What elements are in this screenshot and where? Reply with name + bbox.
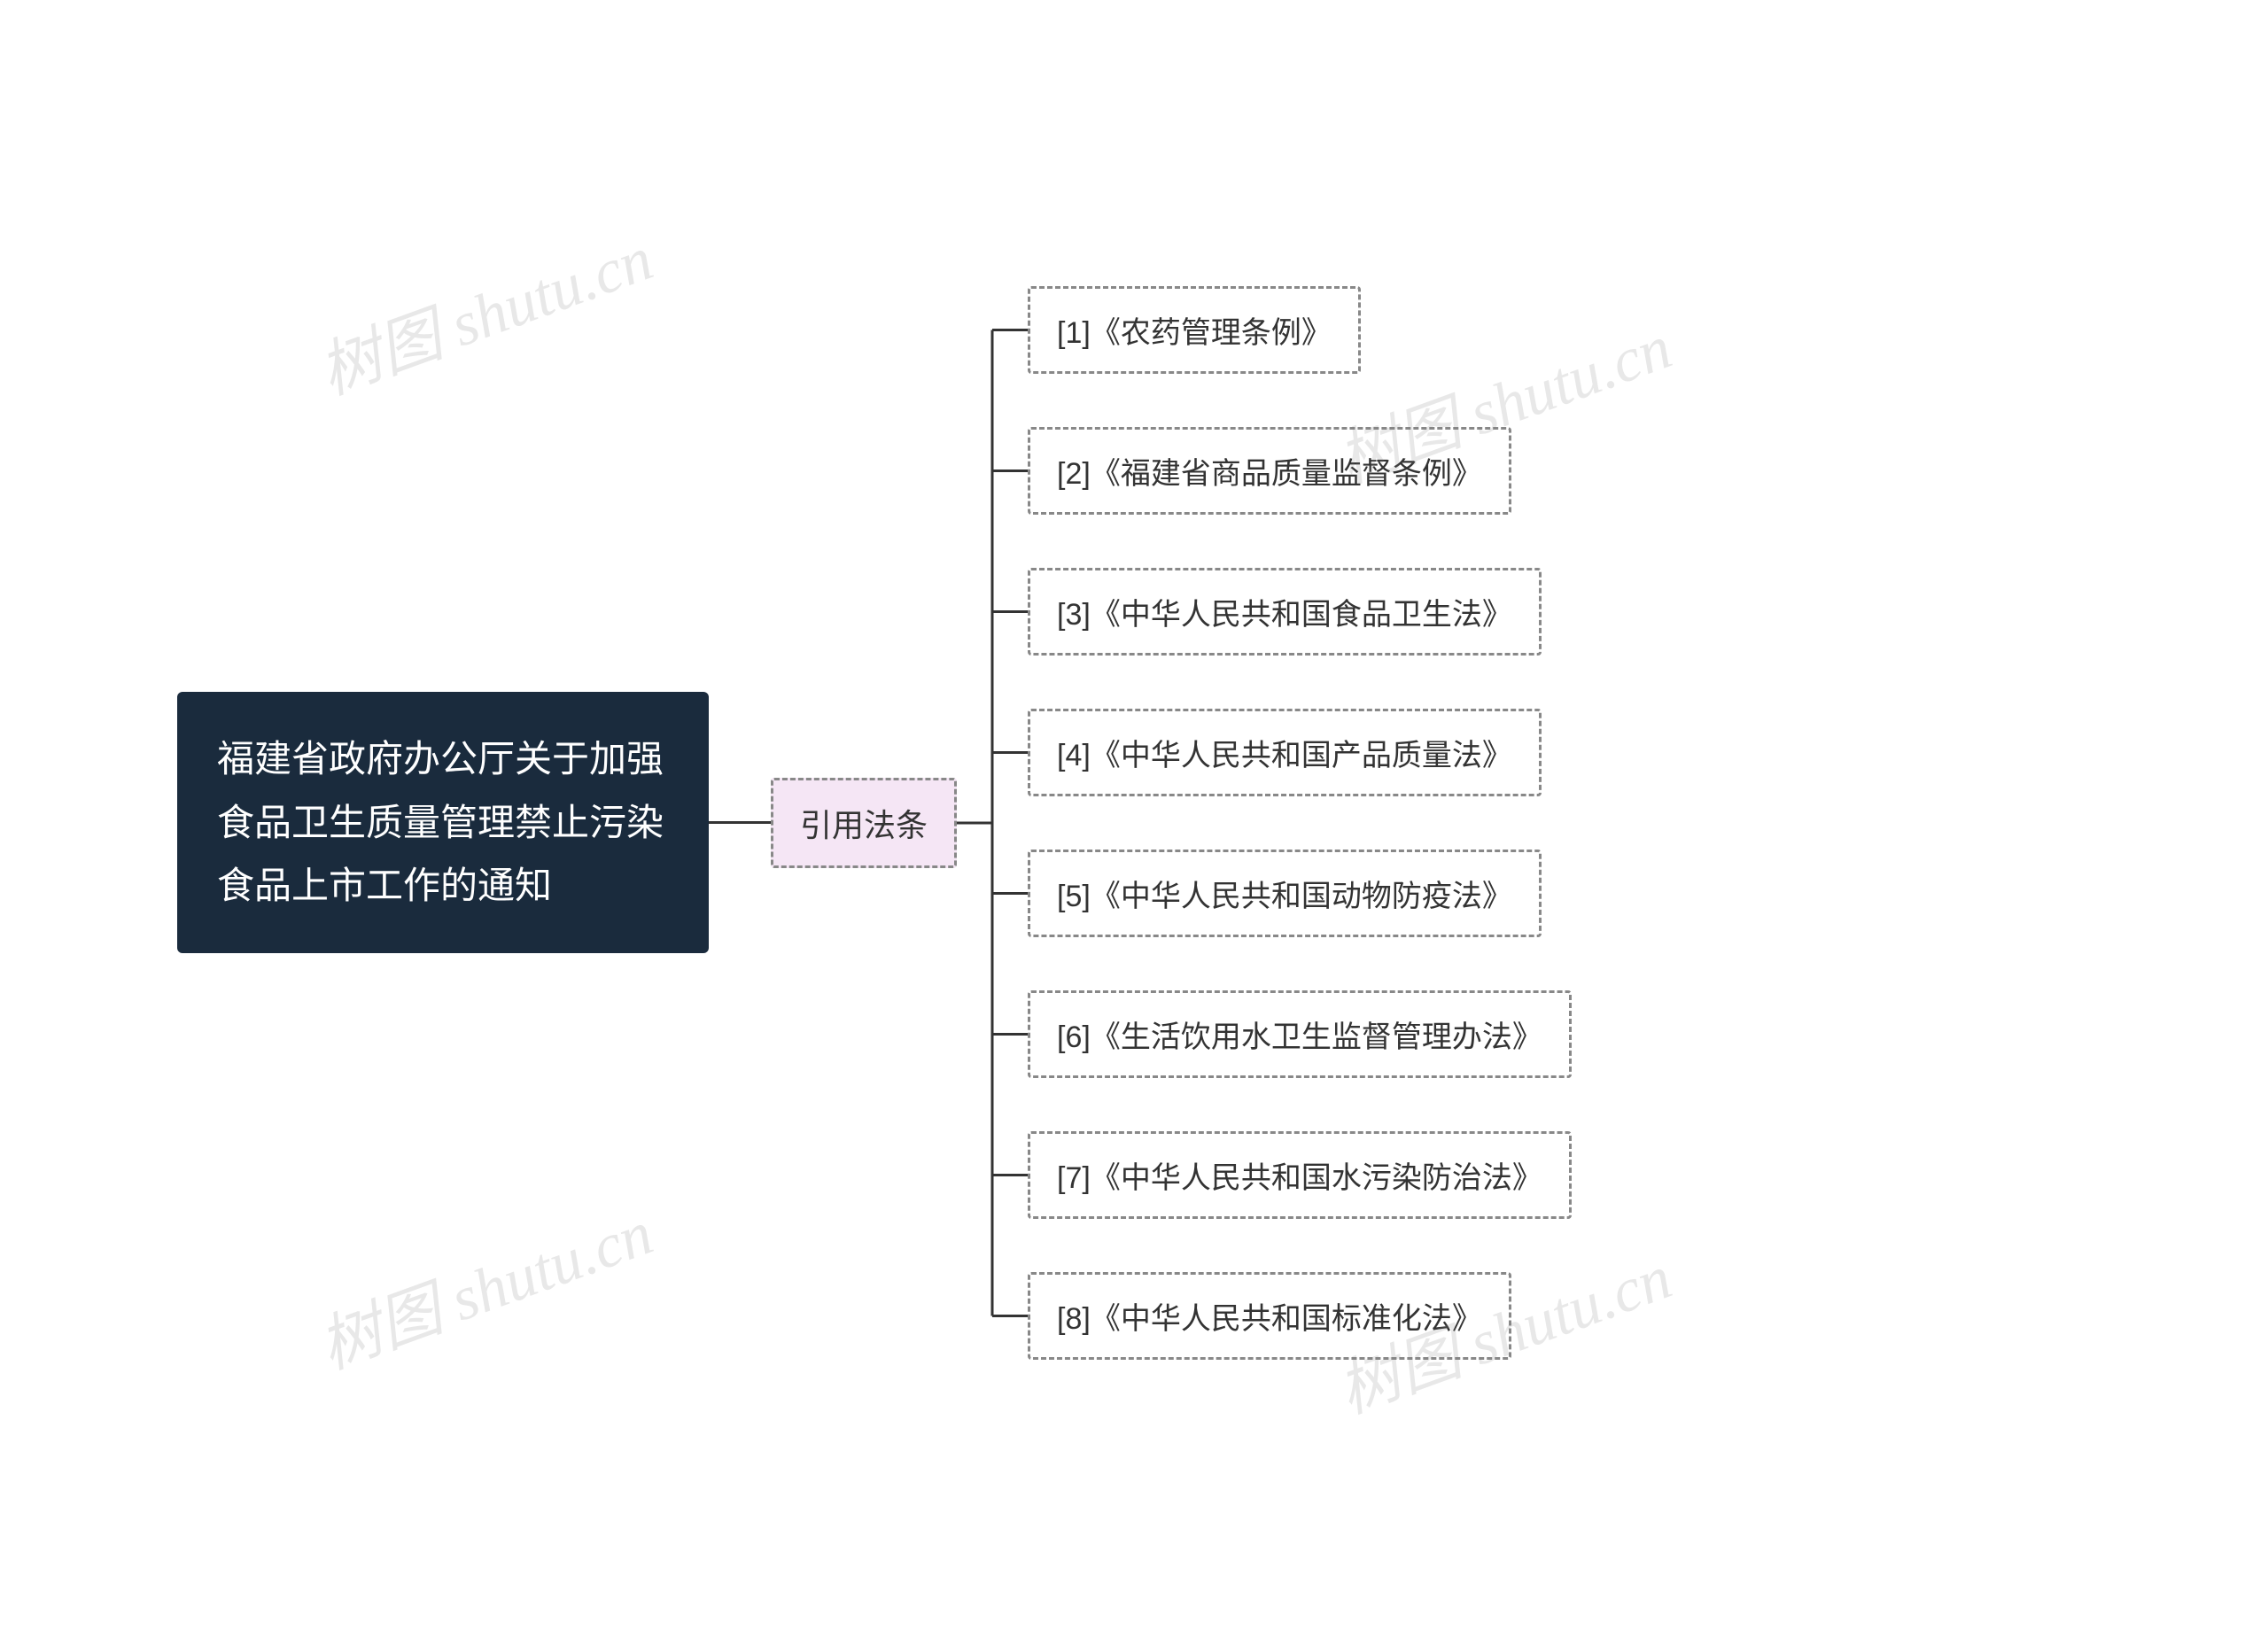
level2-node[interactable]: [4]《中华人民共和国产品质量法》 (1028, 709, 1542, 796)
level2-connector (992, 610, 1028, 613)
level2-connector (992, 1174, 1028, 1176)
connector-svg (957, 286, 1028, 1360)
level2-connector (992, 751, 1028, 754)
level2-row: [2]《福建省商品质量监督条例》 (1028, 427, 1572, 515)
level2-row: [8]《中华人民共和国标准化法》 (1028, 1272, 1572, 1360)
level2-row: [1]《农药管理条例》 (1028, 286, 1572, 374)
level2-connector (992, 469, 1028, 472)
connector-root-to-l1 (709, 821, 771, 824)
level2-row: [7]《中华人民共和国水污染防治法》 (1028, 1131, 1572, 1219)
level2-connector (992, 329, 1028, 331)
level1-text: 引用法条 (800, 807, 928, 843)
level2-node[interactable]: [3]《中华人民共和国食品卫生法》 (1028, 568, 1542, 656)
level2-row: [3]《中华人民共和国食品卫生法》 (1028, 568, 1572, 656)
root-text: 福建省政府办公厅关于加强食品卫生质量管理禁止污染食品上市工作的通知 (217, 738, 664, 906)
level1-node[interactable]: 引用法条 (771, 778, 957, 868)
level2-node[interactable]: [1]《农药管理条例》 (1028, 286, 1361, 374)
level2-node[interactable]: [5]《中华人民共和国动物防疫法》 (1028, 850, 1542, 937)
mindmap-container: 福建省政府办公厅关于加强食品卫生质量管理禁止污染食品上市工作的通知 引用法条 [… (177, 286, 1572, 1360)
level2-node[interactable]: [7]《中华人民共和国水污染防治法》 (1028, 1131, 1572, 1219)
level2-list: [1]《农药管理条例》 [2]《福建省商品质量监督条例》 [3]《中华人民共和国食品… (1028, 286, 1572, 1360)
root-node[interactable]: 福建省政府办公厅关于加强食品卫生质量管理禁止污染食品上市工作的通知 (177, 692, 709, 952)
level2-node[interactable]: [6]《生活饮用水卫生监督管理办法》 (1028, 990, 1572, 1078)
level2-row: [5]《中华人民共和国动物防疫法》 (1028, 850, 1572, 937)
level2-connector (992, 1033, 1028, 1036)
level2-node[interactable]: [8]《中华人民共和国标准化法》 (1028, 1272, 1511, 1360)
level2-connector (992, 1315, 1028, 1317)
level2-node[interactable]: [2]《福建省商品质量监督条例》 (1028, 427, 1511, 515)
level2-row: [6]《生活饮用水卫生监督管理办法》 (1028, 990, 1572, 1078)
level2-row: [4]《中华人民共和国产品质量法》 (1028, 709, 1572, 796)
level2-connector (992, 892, 1028, 895)
connector-l1-to-l2 (957, 286, 1028, 1360)
